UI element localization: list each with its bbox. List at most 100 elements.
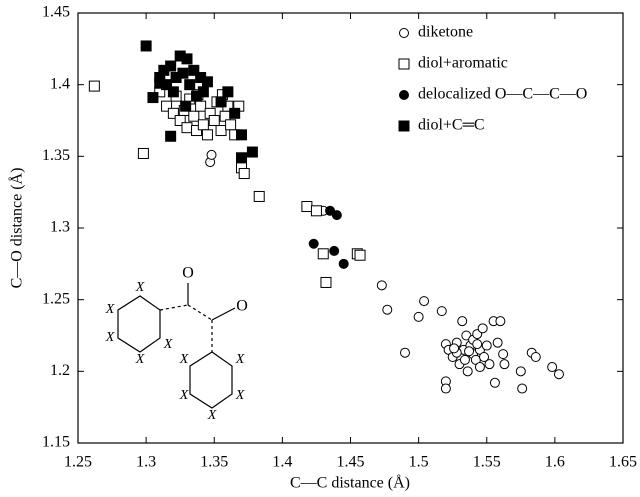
x-tick-label: 1.35 [200,454,228,471]
point [154,77,166,89]
point [208,115,220,126]
point [301,201,313,212]
point [195,100,207,112]
point [457,316,468,327]
point [161,100,173,112]
point [188,64,200,76]
point [481,340,492,351]
point [165,130,177,142]
point [331,210,342,221]
point [479,352,490,362]
inset-structure [117,283,236,409]
point [382,304,393,315]
y-tick-label: 1.25 [42,290,70,307]
point [167,86,179,98]
point [419,296,430,307]
y-tick-label: 1.35 [42,147,70,164]
point [197,119,209,131]
point [206,149,217,160]
inset-label: X [135,352,145,367]
inset-label: X [207,408,217,423]
x-tick-label: 1.45 [337,454,365,471]
point [201,76,213,88]
legend-label: diol+C═C [418,117,485,134]
point [499,359,510,370]
point [137,147,149,159]
x-tick-label: 1.65 [609,454,637,471]
point [215,96,227,108]
point [229,107,241,119]
point [464,346,475,357]
point [498,349,509,360]
x-axis-label: C—C distance (Å) [290,474,410,492]
point [338,258,349,269]
point [246,146,258,158]
x-tick-label: 1.6 [545,454,565,471]
inset-label: X [179,352,189,367]
point [459,354,470,365]
point [317,248,329,260]
point [354,249,366,261]
point [530,352,541,362]
point [477,323,488,334]
x-tick-label: 1.55 [473,454,501,471]
y-tick-label: 1.3 [50,219,70,236]
point [413,311,424,322]
y-tick-label: 1.2 [50,362,70,379]
legend-label: delocalized O—C—C—O [418,86,587,103]
point [147,92,159,104]
point [376,280,387,291]
legend-marker [399,90,409,100]
inset-label: X [179,388,189,403]
point [553,369,564,380]
inset-label: X [235,352,245,367]
point [440,383,451,394]
point [515,366,526,377]
y-tick-label: 1.4 [50,75,70,92]
point [167,107,179,119]
point [400,347,410,358]
inset-label: X [235,388,245,403]
point [184,79,196,91]
y-tick-label: 1.45 [42,4,70,21]
point [181,53,193,65]
point [188,110,200,122]
point [201,129,213,141]
point [88,80,100,92]
point [181,122,193,134]
y-axis-label: C—O distance (Å) [8,168,26,289]
y-tick-label: 1.15 [42,434,70,451]
point [140,40,152,52]
x-tick-label: 1.25 [64,454,92,471]
point [215,125,227,137]
legend-label: diketone [418,24,473,41]
inset-label: X [135,280,145,295]
point [222,86,234,98]
point [472,339,483,350]
point [236,129,247,141]
point [436,306,447,317]
point [310,205,322,217]
point [329,245,340,256]
x-tick-label: 1.5 [409,454,429,471]
legend-marker [399,28,409,38]
point [462,366,473,377]
point [517,383,528,394]
point [197,86,209,98]
point [320,276,332,288]
x-tick-label: 1.4 [272,454,292,471]
point [547,362,558,373]
x-tick-label: 1.3 [136,454,156,471]
point [238,168,250,180]
point [253,190,265,202]
point [177,67,189,79]
point [449,343,460,354]
point [484,359,495,370]
legend-label: diol+aromatic [418,55,508,72]
point [236,152,247,164]
point [492,337,503,348]
inset-label: O [182,265,194,282]
inset-label: X [105,302,115,317]
inset-label: X [105,330,115,345]
